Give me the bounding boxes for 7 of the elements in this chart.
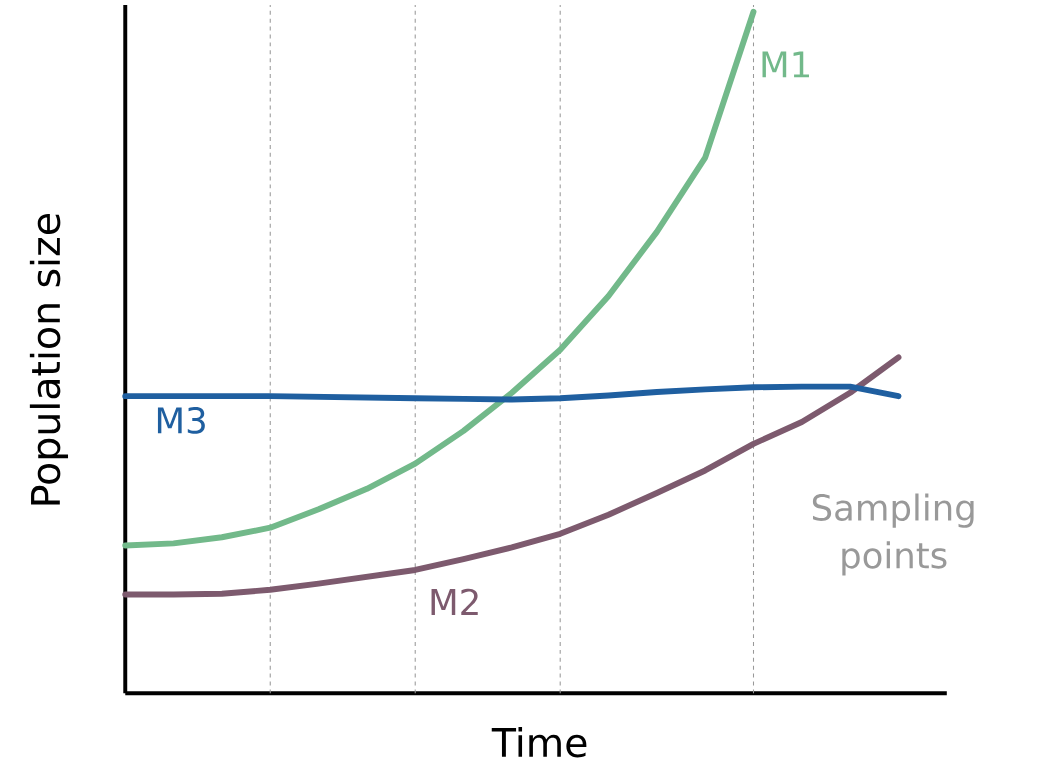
y-axis-title: Population size [29, 213, 69, 505]
x-axis-title: Time [491, 726, 587, 758]
annotation: Sampling [812, 493, 974, 528]
series-label: M2 [431, 588, 478, 615]
series-label: M3 [157, 406, 205, 434]
series-label: M1 [762, 51, 809, 78]
annotation: points [842, 541, 947, 576]
